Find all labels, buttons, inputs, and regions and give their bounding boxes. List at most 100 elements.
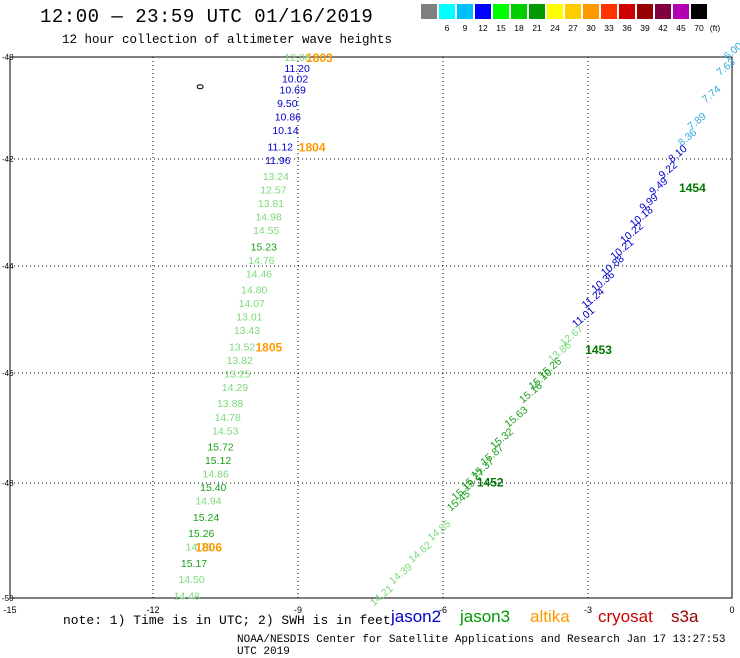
swh-value-left-track: 14.50 xyxy=(178,574,204,586)
legend-label: 18 xyxy=(514,23,524,33)
swh-value-left-track: 13.88 xyxy=(217,398,243,410)
y-tick-label: -44 xyxy=(2,262,14,271)
legend-label: 70 xyxy=(694,23,704,33)
swh-value-left-track: 11.20 xyxy=(284,63,310,75)
swh-value-left-track: 12.06 xyxy=(284,52,310,64)
x-tick-label: 0 xyxy=(729,605,734,615)
swh-value-left-track: 14.78 xyxy=(186,542,212,554)
swh-value-left-track: 15.24 xyxy=(193,512,219,524)
swh-value-left-track: 14.80 xyxy=(241,285,267,297)
swh-value-left-track: 13.01 xyxy=(236,312,262,324)
legend-swatch xyxy=(511,4,527,19)
swh-value-left-track: 9.50 xyxy=(277,98,298,110)
legend-swatch xyxy=(601,4,617,19)
plot-frame xyxy=(9,56,733,599)
satellite-legend-jason2: jason2 xyxy=(391,607,442,626)
legend-swatch xyxy=(691,4,707,19)
legend-label: 21 xyxy=(532,23,542,33)
y-tick-label: -40 xyxy=(2,53,14,62)
swh-value-left-track: 14.55 xyxy=(253,225,279,237)
legend-swatch xyxy=(493,4,509,19)
swh-value-left-track: 15.17 xyxy=(181,558,207,570)
swh-value-left-track: 13.81 xyxy=(258,198,284,210)
satellite-legend-cryosat: cryosat xyxy=(598,607,653,626)
swh-value-left-track: 15.12 xyxy=(205,455,231,467)
legend-unit-label: (ft) xyxy=(709,23,721,33)
y-tick-label: -50 xyxy=(2,594,14,603)
legend-label: 15 xyxy=(496,23,506,33)
swh-value-left-track: 11.12 xyxy=(268,141,294,153)
swh-value-left-track: 14.78 xyxy=(215,412,241,424)
pass-time-label: 1453 xyxy=(585,343,612,357)
pass-time-label: 1454 xyxy=(679,181,706,195)
satellite-legend-jason3: jason3 xyxy=(460,607,511,626)
legend-swatch xyxy=(565,4,581,19)
swh-value-left-track: 15.40 xyxy=(200,482,226,494)
swh-value-left-track: 10.69 xyxy=(280,84,306,96)
page-title: 12:00 — 23:59 UTC 01/16/2019 xyxy=(40,6,374,28)
legend-label: 9 xyxy=(462,23,468,33)
legend-swatch xyxy=(619,4,635,19)
legend-swatch xyxy=(439,4,455,19)
legend-label: 27 xyxy=(568,23,578,33)
swh-value-left-track: 13.25 xyxy=(224,368,250,380)
island-outline xyxy=(196,84,204,90)
credit-line: NOAA/NESDIS Center for Satellite Applica… xyxy=(237,634,726,658)
page-subtitle: 12 hour collection of altimeter wave hei… xyxy=(62,33,393,47)
legend-label: 39 xyxy=(640,23,650,33)
swh-value-left-track: 14.94 xyxy=(195,496,221,508)
satellite-legend-s3a: s3a xyxy=(671,607,699,626)
legend-swatch xyxy=(637,4,653,19)
grid-lines xyxy=(10,57,732,598)
legend-swatch xyxy=(421,4,437,19)
legend-label: 45 xyxy=(676,23,686,33)
legend-label: 24 xyxy=(550,23,560,33)
swh-value-left-track: 12.57 xyxy=(260,185,286,197)
swh-value-left-track: 14.07 xyxy=(239,298,265,310)
swh-value-left-track: 15.72 xyxy=(207,442,233,454)
y-tick-label: -48 xyxy=(2,479,14,488)
pass-time-label: 1804 xyxy=(299,140,326,154)
legend-label: 12 xyxy=(478,23,488,33)
swh-value-left-track: 14.53 xyxy=(212,425,238,437)
swh-value-left-track: 14.76 xyxy=(248,255,274,267)
satellite-legend-altika: altika xyxy=(530,607,570,626)
y-tick-label: -42 xyxy=(2,155,14,164)
legend-swatch xyxy=(673,4,689,19)
footer-note: note: 1) Time is in UTC; 2) SWH is in fe… xyxy=(63,613,391,628)
legend-swatch xyxy=(457,4,473,19)
legend-label: 42 xyxy=(658,23,668,33)
swh-value-left-track: 13.43 xyxy=(234,325,260,337)
pass-time-label: 1805 xyxy=(255,340,282,354)
x-tick-label: -15 xyxy=(3,605,16,615)
y-tick-label: -46 xyxy=(2,369,14,378)
legend-swatch xyxy=(583,4,599,19)
swh-value-left-track: 14.86 xyxy=(203,469,229,481)
pass-time-label: 1806 xyxy=(195,541,222,555)
x-tick-label: -12 xyxy=(146,605,159,615)
swh-value-left-track: 13.82 xyxy=(227,355,253,367)
swh-value-left-track: 15.26 xyxy=(188,528,214,540)
pass-time-label: 1452 xyxy=(477,476,504,490)
legend-swatch xyxy=(547,4,563,19)
pass-time-label: 1803 xyxy=(306,51,333,65)
x-tick-label: -3 xyxy=(584,605,592,615)
swh-value-left-track: 10.86 xyxy=(275,112,301,124)
swh-value-left-track: 10.02 xyxy=(282,74,308,86)
swh-value-left-track: 14.48 xyxy=(174,590,200,602)
swh-value-left-track: 10.14 xyxy=(272,125,298,137)
legend-swatch xyxy=(655,4,671,19)
legend-label: 33 xyxy=(604,23,614,33)
swh-value-left-track: 14.98 xyxy=(255,212,281,224)
legend-label: 30 xyxy=(586,23,596,33)
swh-value-left-track: 11.96 xyxy=(265,155,291,167)
legend-swatch xyxy=(529,4,545,19)
swh-value-left-track: 14.46 xyxy=(246,268,272,280)
swh-value-left-track: 14.29 xyxy=(222,382,248,394)
swh-value-left-track: 15.23 xyxy=(251,241,277,253)
legend-label: 6 xyxy=(444,23,450,33)
legend-swatch xyxy=(475,4,491,19)
swh-value-left-track: 13.24 xyxy=(263,171,289,183)
x-tick-label: -6 xyxy=(439,605,447,615)
